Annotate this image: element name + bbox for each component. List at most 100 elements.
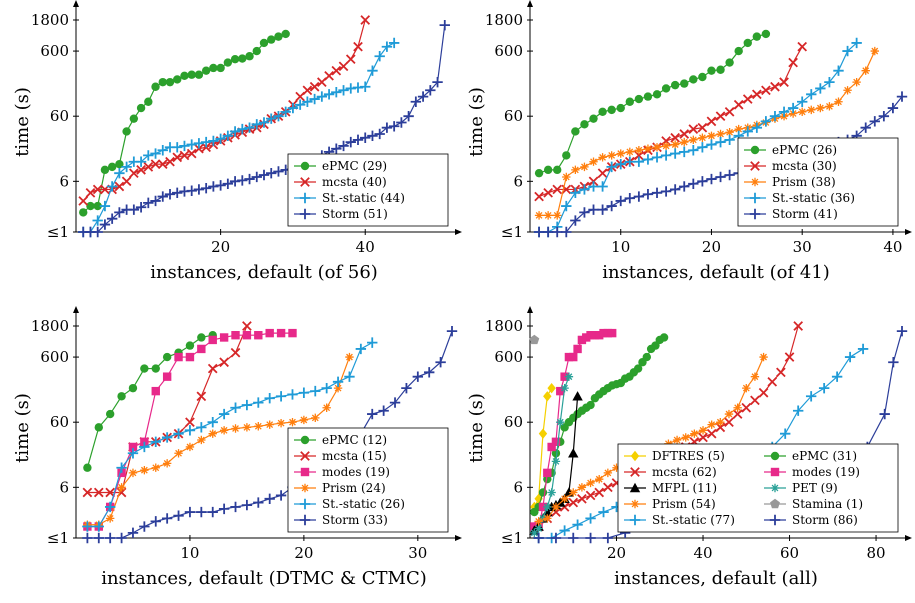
point: [896, 91, 908, 102]
point: [93, 487, 104, 498]
point: [244, 173, 255, 185]
point: [309, 93, 320, 105]
point: [367, 130, 378, 142]
point: [150, 195, 161, 207]
point: [751, 89, 762, 100]
point: [273, 166, 284, 177]
point: [577, 335, 587, 345]
point: [770, 451, 780, 461]
series-stamina: [529, 334, 540, 345]
point: [174, 449, 183, 458]
point: [86, 201, 95, 211]
point: [633, 364, 643, 373]
y-tick-label: 60: [50, 107, 69, 125]
point: [852, 77, 861, 87]
point: [669, 184, 681, 195]
point: [758, 387, 769, 398]
series-ststatic: [533, 37, 862, 238]
point: [715, 171, 726, 183]
point: [543, 187, 553, 198]
point: [749, 208, 761, 220]
point: [733, 403, 742, 412]
point: [553, 211, 562, 220]
point: [298, 387, 310, 398]
point: [338, 140, 349, 152]
point: [788, 109, 798, 118]
y-axis-label: time (s): [466, 87, 487, 157]
x-tick-label: 40: [693, 544, 712, 562]
y-axis-label: time (s): [12, 393, 33, 463]
point: [547, 488, 556, 497]
point: [360, 132, 371, 143]
point: [670, 140, 680, 149]
point: [122, 127, 131, 136]
legend-entry-storm: Storm (86): [764, 513, 858, 527]
x-axis-arrow: [455, 229, 462, 235]
point: [651, 187, 663, 198]
point: [767, 376, 778, 387]
point: [715, 111, 726, 122]
point: [552, 184, 563, 195]
point: [616, 103, 625, 113]
legend-label: ePMC (26): [772, 143, 837, 157]
point: [173, 428, 184, 439]
y-tick-label: 600: [494, 348, 523, 366]
point: [219, 357, 229, 368]
point: [652, 90, 662, 99]
point: [797, 107, 807, 117]
point: [401, 382, 412, 394]
point: [715, 136, 726, 148]
point: [107, 162, 117, 172]
point: [82, 532, 93, 544]
legend-entry-mcsta: mcsta (62): [624, 465, 717, 479]
point: [197, 344, 206, 354]
point: [543, 165, 553, 175]
legend-label: St.-static (44): [322, 191, 405, 205]
point: [201, 66, 211, 75]
point: [157, 145, 168, 156]
legend-label: St.-static (77): [652, 513, 735, 527]
legend-label: ePMC (29): [322, 159, 387, 173]
point: [237, 123, 248, 135]
point: [770, 483, 780, 493]
point: [117, 392, 126, 401]
point: [185, 442, 195, 452]
point: [670, 80, 680, 90]
point: [707, 420, 716, 429]
point: [564, 372, 574, 381]
y-axis-arrow: [527, 306, 533, 313]
point: [879, 408, 890, 420]
point: [750, 145, 760, 155]
point: [238, 54, 247, 63]
point: [568, 497, 579, 508]
series-ststatic: [82, 337, 378, 532]
point: [857, 343, 869, 355]
point: [309, 81, 320, 92]
point: [274, 32, 283, 41]
point: [534, 191, 544, 202]
x-axis-label: instances, default (all): [614, 568, 818, 589]
point: [208, 335, 217, 345]
point: [129, 114, 139, 123]
point: [698, 432, 708, 443]
point: [538, 488, 548, 497]
point: [670, 132, 681, 143]
point: [321, 382, 332, 394]
point: [672, 435, 682, 445]
point: [630, 499, 640, 509]
legend-label: mcsta (62): [652, 465, 717, 479]
point: [538, 428, 548, 439]
point: [230, 347, 241, 358]
y-tick-label: 6: [513, 478, 523, 496]
point: [552, 226, 563, 238]
point: [299, 208, 311, 220]
point: [560, 494, 569, 503]
point: [750, 161, 760, 171]
series-mcsta: [82, 321, 252, 498]
point: [242, 321, 252, 331]
point: [265, 420, 274, 429]
chart-panel-2: ≤1 6 60 600 1800 10 20 30 40 instances, default (…: [466, 0, 912, 283]
point: [833, 65, 844, 76]
point: [792, 405, 804, 416]
